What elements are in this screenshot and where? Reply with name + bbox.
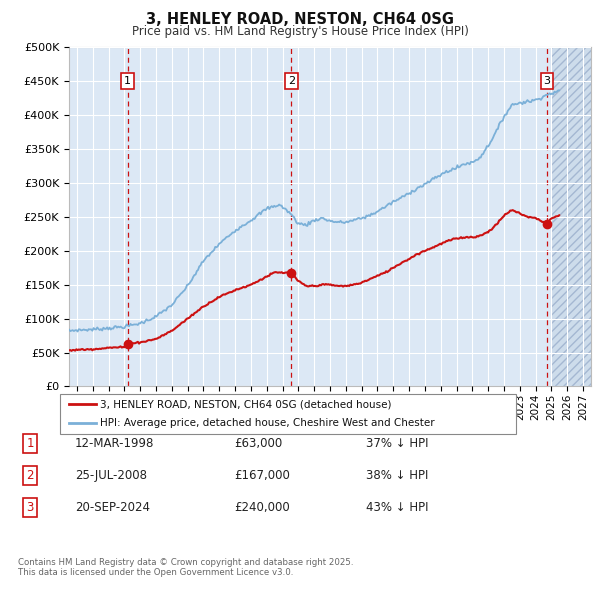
Text: Contains HM Land Registry data © Crown copyright and database right 2025.
This d: Contains HM Land Registry data © Crown c… <box>18 558 353 577</box>
Text: HPI: Average price, detached house, Cheshire West and Chester: HPI: Average price, detached house, Ches… <box>100 418 435 428</box>
Text: Price paid vs. HM Land Registry's House Price Index (HPI): Price paid vs. HM Land Registry's House … <box>131 25 469 38</box>
Text: 37% ↓ HPI: 37% ↓ HPI <box>366 437 428 450</box>
Text: 25-JUL-2008: 25-JUL-2008 <box>75 469 147 482</box>
Text: 2: 2 <box>287 76 295 86</box>
Bar <box>551 47 591 386</box>
Text: 3: 3 <box>544 76 551 86</box>
Text: 3, HENLEY ROAD, NESTON, CH64 0SG (detached house): 3, HENLEY ROAD, NESTON, CH64 0SG (detach… <box>100 399 392 409</box>
Text: 1: 1 <box>124 76 131 86</box>
Text: 1: 1 <box>26 437 34 450</box>
Bar <box>551 47 591 386</box>
Text: 3, HENLEY ROAD, NESTON, CH64 0SG: 3, HENLEY ROAD, NESTON, CH64 0SG <box>146 12 454 27</box>
Text: 12-MAR-1998: 12-MAR-1998 <box>75 437 154 450</box>
Text: 20-SEP-2024: 20-SEP-2024 <box>75 501 150 514</box>
Text: 43% ↓ HPI: 43% ↓ HPI <box>366 501 428 514</box>
Text: £63,000: £63,000 <box>234 437 282 450</box>
Text: £167,000: £167,000 <box>234 469 290 482</box>
Text: 38% ↓ HPI: 38% ↓ HPI <box>366 469 428 482</box>
Text: 2: 2 <box>26 469 34 482</box>
Text: £240,000: £240,000 <box>234 501 290 514</box>
Text: 3: 3 <box>26 501 34 514</box>
